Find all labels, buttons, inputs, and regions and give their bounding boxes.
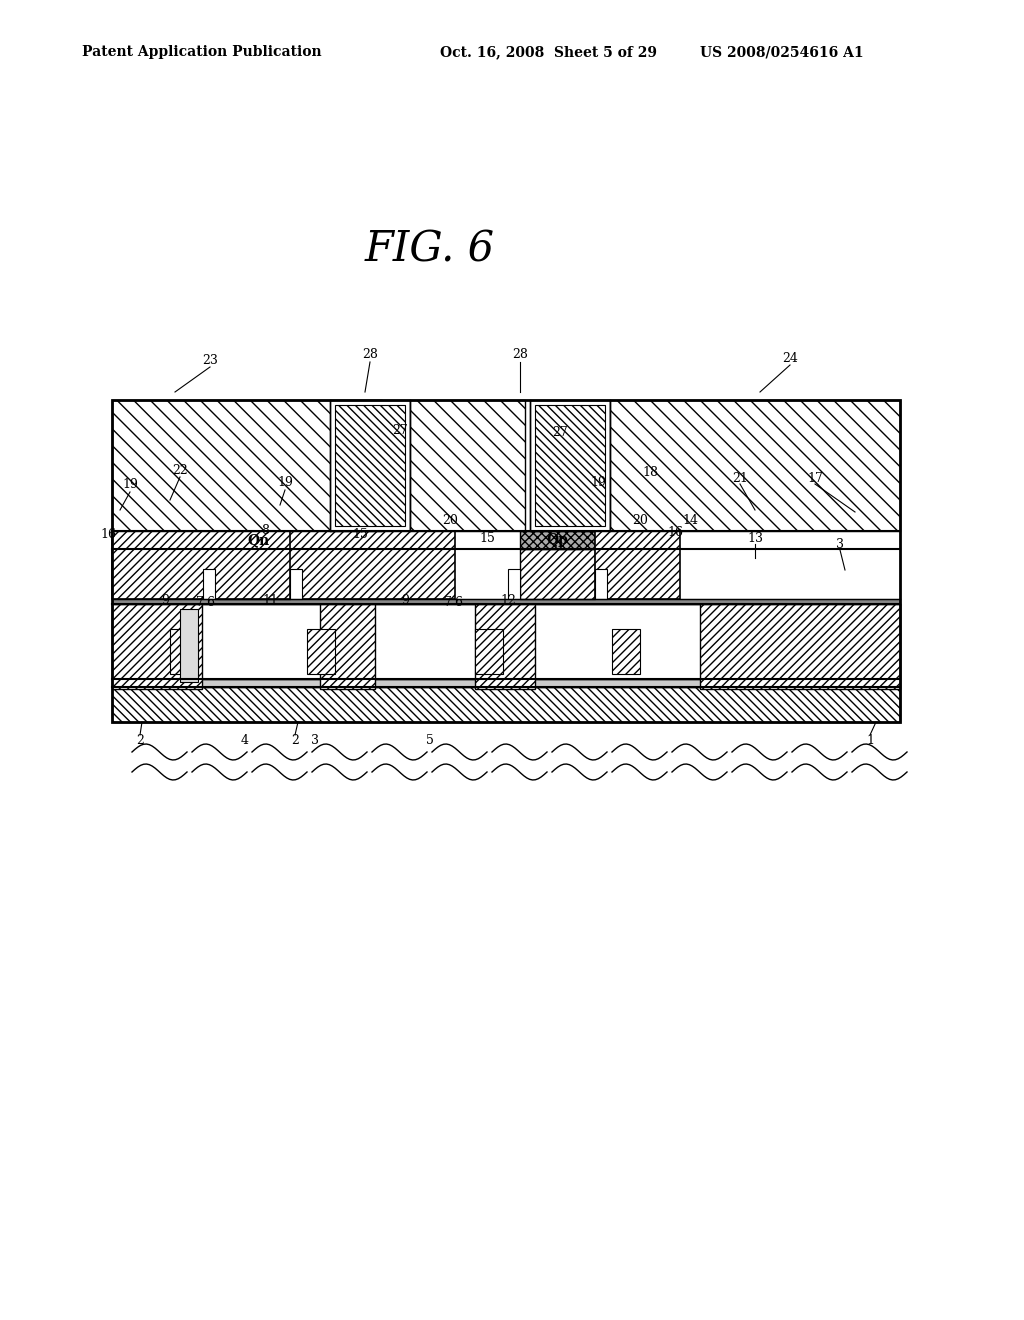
Bar — [180, 609, 198, 682]
Bar — [530, 400, 610, 531]
Text: 16: 16 — [667, 525, 683, 539]
Text: 1: 1 — [866, 734, 874, 747]
Text: 6: 6 — [454, 595, 462, 609]
Text: Qn: Qn — [247, 533, 269, 546]
Text: 19: 19 — [278, 475, 293, 488]
Bar — [319, 605, 375, 689]
Bar — [112, 605, 202, 689]
Bar — [595, 569, 607, 599]
Bar — [112, 599, 900, 605]
Bar — [112, 400, 382, 531]
Text: 28: 28 — [512, 348, 528, 362]
Text: 27: 27 — [392, 424, 408, 437]
Text: 24: 24 — [782, 351, 798, 364]
Bar — [112, 400, 900, 722]
Bar — [112, 531, 312, 599]
Bar — [335, 405, 406, 525]
Text: 6: 6 — [206, 595, 214, 609]
Text: 19: 19 — [590, 475, 606, 488]
Bar — [290, 569, 302, 599]
Text: 2: 2 — [136, 734, 144, 747]
Text: 15: 15 — [352, 528, 368, 541]
Bar — [595, 531, 680, 599]
Text: 11: 11 — [262, 594, 278, 606]
Text: 20: 20 — [632, 513, 648, 527]
Text: 16: 16 — [100, 528, 116, 541]
Text: 2: 2 — [291, 734, 299, 747]
Text: Qp: Qp — [546, 533, 568, 546]
Bar — [290, 531, 455, 599]
Text: 12: 12 — [500, 594, 516, 606]
Text: 22: 22 — [172, 463, 187, 477]
Bar — [330, 400, 410, 531]
Text: 28: 28 — [362, 348, 378, 362]
Text: 23: 23 — [202, 354, 218, 367]
Bar — [112, 605, 900, 678]
Bar — [112, 678, 900, 686]
Text: 4: 4 — [241, 734, 249, 747]
Text: 17: 17 — [807, 471, 823, 484]
Text: Oct. 16, 2008  Sheet 5 of 29: Oct. 16, 2008 Sheet 5 of 29 — [440, 45, 657, 59]
Bar — [610, 400, 900, 531]
Bar — [520, 549, 595, 599]
Text: Patent Application Publication: Patent Application Publication — [82, 45, 322, 59]
Bar — [170, 630, 198, 675]
Text: 9: 9 — [401, 594, 409, 606]
Text: 7: 7 — [196, 595, 204, 609]
Bar — [520, 531, 595, 549]
Bar — [215, 531, 290, 549]
Bar — [535, 405, 605, 525]
Text: 8: 8 — [261, 524, 269, 536]
Text: 21: 21 — [732, 471, 748, 484]
Text: 13: 13 — [746, 532, 763, 544]
Text: 5: 5 — [426, 734, 434, 747]
Text: 9: 9 — [161, 594, 169, 606]
Bar — [475, 605, 535, 689]
Bar — [203, 569, 215, 599]
Bar — [112, 686, 900, 722]
Bar — [612, 630, 640, 675]
Text: 19: 19 — [122, 479, 138, 491]
Bar — [307, 630, 335, 675]
Bar — [410, 400, 525, 531]
Bar — [215, 549, 290, 599]
Bar — [700, 605, 900, 689]
Text: 14: 14 — [682, 513, 698, 527]
Text: FIG. 6: FIG. 6 — [365, 228, 495, 271]
Bar — [508, 569, 520, 599]
Text: US 2008/0254616 A1: US 2008/0254616 A1 — [700, 45, 863, 59]
Text: 20: 20 — [442, 513, 458, 527]
Bar — [475, 630, 503, 675]
Text: 15: 15 — [479, 532, 495, 544]
Text: 18: 18 — [642, 466, 658, 479]
Text: 3: 3 — [311, 734, 319, 747]
Text: 3: 3 — [836, 539, 844, 552]
Text: 7: 7 — [444, 595, 452, 609]
Text: 27: 27 — [552, 425, 568, 438]
